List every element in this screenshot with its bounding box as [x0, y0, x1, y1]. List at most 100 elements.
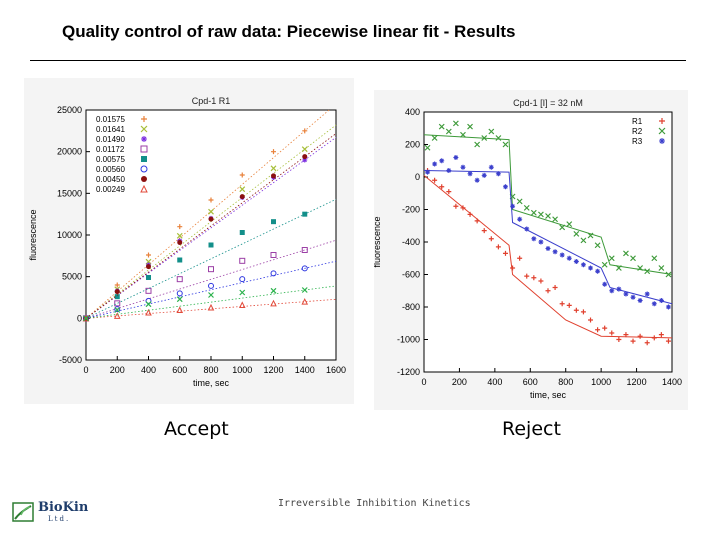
reject-chart-y-tick-label: -200	[402, 205, 420, 215]
reject-chart-series-2-point	[481, 135, 488, 141]
accept-chart-legend-marker	[140, 184, 148, 193]
reject-chart-series-3-point	[432, 161, 438, 167]
accept-chart-series-3-point	[302, 157, 308, 163]
reject-chart-series-1-point	[481, 228, 487, 234]
reject-chart-series-2-point	[665, 271, 672, 278]
reject-chart-y-tick-label: -1000	[397, 335, 420, 345]
reject-chart-series-1-point	[630, 338, 636, 344]
reject-chart-series-3-point	[488, 164, 494, 170]
accept-chart-series-5-point	[239, 230, 245, 235]
reject-chart-series-2-point	[566, 221, 573, 228]
reject-chart-y-axis-label: fluorescence	[374, 216, 382, 267]
reject-chart-y-tick-label: -600	[402, 270, 420, 280]
reject-chart-series-2-point	[573, 230, 580, 237]
accept-chart-y-tick-label: 25000	[57, 105, 82, 115]
accept-chart-series-2-point	[239, 186, 246, 193]
reject-chart-series-1-point	[432, 177, 438, 183]
reject-chart-series-3-point	[538, 239, 544, 245]
accept-chart-series-6-point	[270, 270, 277, 277]
reject-chart-series-1-point	[439, 184, 445, 190]
reject-chart-series-3-point	[651, 301, 657, 307]
reject-chart-series-2-point	[552, 216, 559, 223]
reject-label: Reject	[502, 418, 561, 440]
reject-chart-series-1-point	[524, 273, 530, 279]
reject-chart-series-3-point	[453, 155, 459, 160]
footer-text: Irreversible Inhibition Kinetics	[278, 498, 471, 509]
reject-chart-series-2-point	[431, 135, 438, 141]
accept-chart-series-4-point	[301, 247, 308, 253]
reject-chart-series-1-point	[474, 218, 480, 224]
reject-chart-series-3-point	[552, 249, 558, 255]
accept-chart-series-7-point	[302, 154, 308, 160]
reject-chart-series-2-point	[452, 120, 459, 127]
reject-chart-x-tick-label: 400	[487, 377, 502, 387]
accept-chart-legend-marker	[140, 165, 148, 173]
reject-chart-series-2-point	[623, 250, 629, 257]
reject-chart-x-tick-label: 600	[523, 377, 538, 387]
accept-chart-series-7-point	[114, 289, 120, 295]
accept-chart-series-2-point	[176, 232, 183, 239]
accept-chart-legend-marker	[141, 116, 147, 122]
reject-chart-series-3-point	[566, 255, 572, 261]
reject-chart-y-tick-label: -800	[402, 302, 420, 312]
reject-chart-series-1-point	[665, 338, 671, 344]
title-divider	[30, 60, 686, 61]
logo-name: BioKin	[38, 500, 89, 515]
reject-chart-series-1-point	[538, 278, 544, 284]
accept-chart-legend-marker	[141, 156, 147, 162]
reject-chart-series-2-point	[445, 128, 452, 135]
accept-chart-y-axis-label: fluorescence	[28, 209, 38, 260]
accept-chart-legend-label: 0.01641	[96, 125, 125, 134]
accept-chart-series-5-point	[114, 294, 120, 300]
reject-chart-panel: Cpd-1 [I] = 32 nM 0 200 400 600 800 1000 1200 14…	[372, 90, 688, 410]
accept-chart-x-tick-label: 200	[110, 365, 125, 375]
accept-chart-series-8-point	[301, 298, 309, 305]
reject-chart-series-3-point	[425, 169, 431, 175]
reject-chart-series-2-point	[523, 204, 530, 211]
accept-chart-series-1-fit-line	[85, 109, 330, 319]
accept-chart-legend-label: 0.00575	[96, 155, 125, 164]
accept-chart-series-5-point	[302, 211, 308, 217]
accept-chart-series-9-point	[83, 315, 89, 322]
reject-chart-series-3-point	[616, 286, 622, 292]
reject-chart-series-1-point	[588, 317, 594, 323]
reject-chart-series-1-point	[552, 285, 558, 290]
accept-chart-series-5-point	[271, 219, 276, 225]
reject-chart-legend-marker	[659, 138, 665, 144]
accept-chart-series-6-point	[301, 265, 308, 272]
reject-chart-series-1-point	[446, 189, 452, 195]
reject-chart-data	[423, 120, 673, 346]
accept-chart-series-1-point	[208, 197, 214, 203]
reject-chart-y-tick-label: 400	[405, 107, 420, 117]
reject-chart-series-2-point	[594, 242, 601, 249]
accept-chart-x-tick-label: 1200	[263, 365, 283, 375]
reject-chart-series-1-point	[651, 335, 657, 341]
accept-chart-series-4-point	[145, 287, 152, 294]
accept-chart-series-8-point	[238, 301, 246, 308]
reject-chart-series-1-point	[453, 203, 459, 209]
reject-chart-series-3-point	[665, 304, 671, 310]
accept-chart-series-7-point	[208, 216, 214, 222]
reject-chart-x-tick-label: 1200	[627, 377, 647, 387]
accept-chart-series-4-point	[239, 257, 246, 264]
accept-chart-series-9-point	[114, 307, 121, 313]
reject-chart-series-2-point	[637, 265, 644, 271]
accept-chart-series-4-point	[208, 266, 214, 273]
reject-chart-series-2-point	[608, 255, 615, 262]
accept-chart-series-9-point	[208, 292, 214, 298]
accept-chart-series-1-point	[114, 282, 120, 288]
reject-chart-series-2-point	[537, 211, 544, 218]
reject-chart-series-1-point	[623, 332, 629, 338]
reject-chart-series-2-point	[545, 213, 551, 219]
accept-chart-series-6-point	[239, 276, 246, 283]
reject-chart-series-3-point	[623, 291, 629, 297]
accept-chart-series-9-point	[239, 289, 246, 296]
reject-chart-series-2-point	[651, 255, 658, 262]
reject-chart-series-2-point	[587, 232, 594, 239]
accept-chart-panel: Cpd-1 R1 0 200 400 600 800 1000 1200 1400 1600 -50…	[24, 78, 354, 404]
reject-chart-series-3-point	[510, 203, 516, 209]
accept-chart-series-4-point	[176, 276, 183, 283]
reject-chart-x-tick-label: 200	[452, 377, 467, 387]
accept-chart-y-tick-label: 20000	[57, 147, 82, 157]
reject-chart-y-tick-label: -400	[402, 237, 420, 247]
